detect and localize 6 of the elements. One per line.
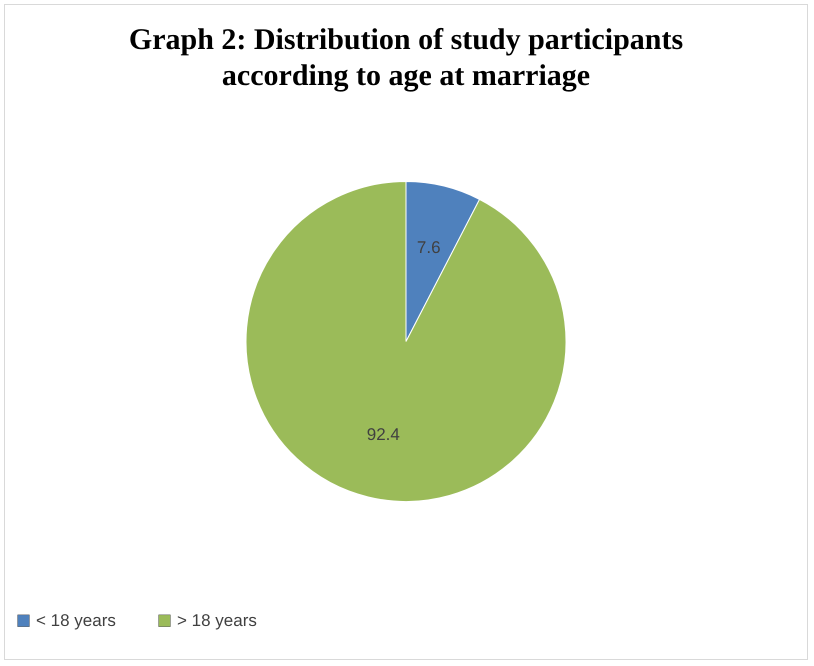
legend-label: < 18 years bbox=[36, 610, 116, 630]
pie-slice bbox=[246, 181, 566, 502]
chart-title: Graph 2: Distribution of study participants according to age at marriage bbox=[128, 23, 684, 92]
legend-label: > 18 years bbox=[177, 610, 257, 630]
data-label: 92.4 bbox=[366, 424, 400, 444]
data-label: 7.6 bbox=[416, 238, 441, 258]
